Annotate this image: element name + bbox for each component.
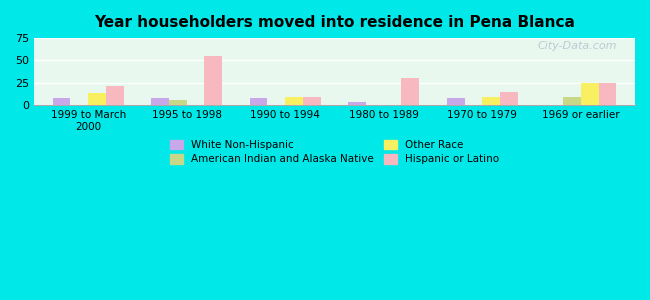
Bar bbox=[482, 97, 500, 105]
Bar bbox=[303, 97, 320, 105]
Bar bbox=[250, 98, 268, 105]
Bar bbox=[348, 102, 366, 105]
Bar bbox=[500, 92, 518, 105]
Bar bbox=[581, 83, 599, 105]
Bar bbox=[53, 98, 70, 105]
Bar bbox=[88, 94, 106, 105]
Bar bbox=[402, 78, 419, 105]
Bar bbox=[599, 83, 616, 105]
Bar bbox=[447, 98, 465, 105]
Bar bbox=[563, 97, 581, 105]
Bar bbox=[106, 86, 124, 105]
Legend: White Non-Hispanic, American Indian and Alaska Native, Other Race, Hispanic or L: White Non-Hispanic, American Indian and … bbox=[166, 136, 503, 169]
Title: Year householders moved into residence in Pena Blanca: Year householders moved into residence i… bbox=[94, 15, 575, 30]
Bar bbox=[285, 97, 303, 105]
Bar bbox=[151, 98, 169, 105]
Bar bbox=[169, 100, 187, 105]
Text: City-Data.com: City-Data.com bbox=[538, 41, 617, 52]
Bar bbox=[205, 56, 222, 105]
